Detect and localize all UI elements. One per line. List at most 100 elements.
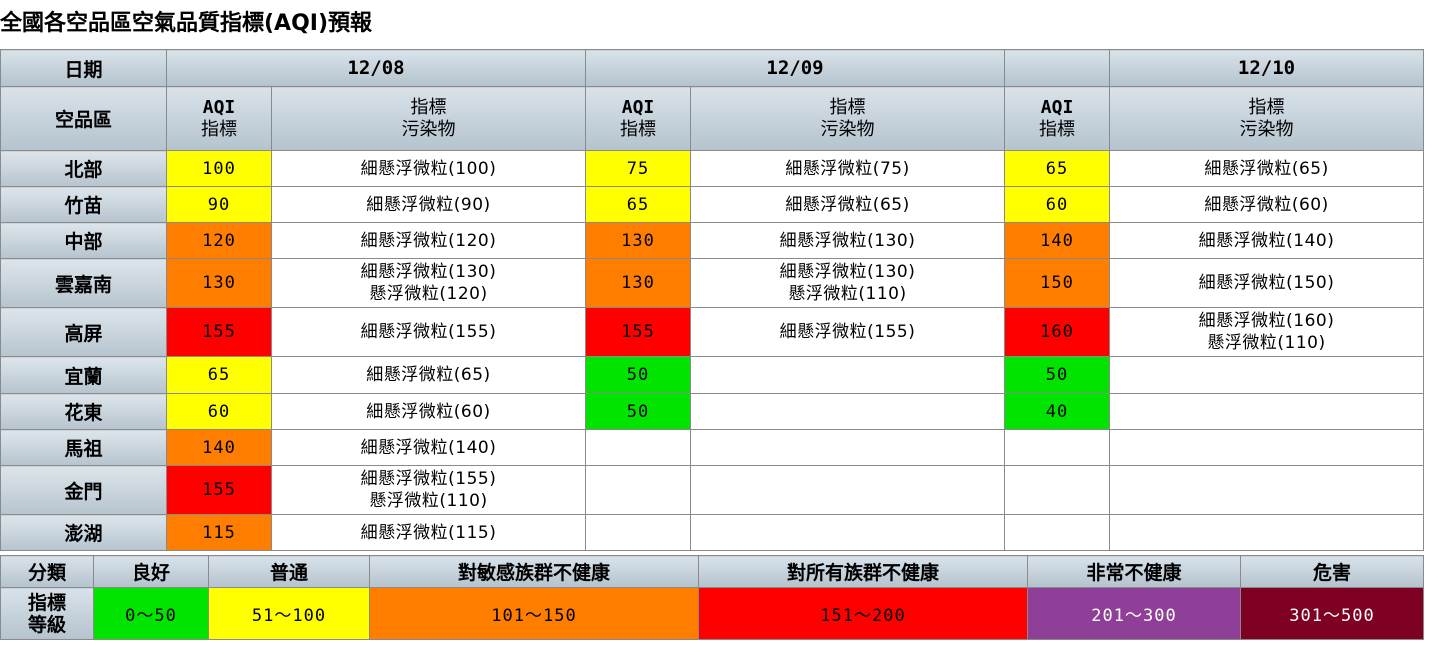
pollutant-cell (1109, 465, 1425, 515)
pollutant-line: 細懸浮微粒(155) (779, 322, 916, 342)
legend-level-line1: 指標 (27, 591, 66, 614)
pollutant-line: 懸浮微粒(120) (369, 284, 488, 304)
pollutant-header-line1: 指標 (1248, 96, 1285, 118)
aqi-value-cell (1004, 429, 1111, 466)
pollutant-cell: 細懸浮微粒(60) (270, 393, 587, 430)
pollutant-header-line2: 污染物 (820, 118, 875, 140)
region-row: 北部 100 細懸浮微粒(100) 75 細懸浮微粒(75) 65 細懸浮微粒(65) (0, 150, 1425, 187)
region-row: 雲嘉南 130 細懸浮微粒(130) 懸浮微粒(120) 130 細懸浮微粒(130) 懸浮… (0, 258, 1425, 308)
aqi-value-cell: 75 (585, 150, 692, 187)
aqi-value-cell (585, 465, 692, 515)
region-row: 高屏 155 細懸浮微粒(155) 155 細懸浮微粒(155) 160 細懸浮微粒(160… (0, 307, 1425, 357)
pollutant-header-line2: 污染物 (401, 118, 456, 140)
region-row: 宜蘭 65 細懸浮微粒(65) 50 50 (0, 356, 1425, 394)
region-row: 中部 120 細懸浮微粒(120) 130 細懸浮微粒(130) 140 細懸浮微粒(140… (0, 222, 1425, 259)
pollutant-cell: 細懸浮微粒(155) 懸浮微粒(110) (270, 465, 587, 515)
legend-name-unhealthy: 對所有族群不健康 (698, 555, 1028, 588)
aqi-value-cell: 50 (585, 356, 692, 394)
pollutant-line: 懸浮微粒(110) (369, 491, 488, 511)
aqi-value-cell: 60 (166, 393, 272, 430)
aqi-value-cell (585, 429, 692, 466)
pollutant-line: 細懸浮微粒(160) (1198, 311, 1335, 331)
aqi-value-cell (1004, 514, 1111, 551)
aqi-header-line1: AQI (1040, 96, 1074, 118)
aqi-value-cell: 150 (1004, 258, 1111, 308)
date-header-row: 日期 12/08 12/09 12/10 (0, 49, 1425, 87)
pollutant-column-header: 指標 污染物 (270, 86, 587, 151)
region-row: 竹苗 90 細懸浮微粒(90) 65 細懸浮微粒(65) 60 細懸浮微粒(60) (0, 186, 1425, 223)
pollutant-line: 細懸浮微粒(140) (1198, 230, 1335, 251)
pollutant-cell: 細懸浮微粒(140) (270, 429, 587, 466)
pollutant-line: 細懸浮微粒(65) (366, 365, 491, 385)
aqi-value-cell: 160 (1004, 307, 1111, 357)
pollutant-line: 細懸浮微粒(130) (779, 230, 916, 251)
aqi-value-cell: 130 (166, 258, 272, 308)
region-name: 金門 (0, 465, 167, 515)
pollutant-cell: 細懸浮微粒(100) (270, 150, 587, 187)
aqi-value-cell: 130 (585, 222, 692, 259)
legend-name-good: 良好 (93, 555, 209, 588)
region-name: 雲嘉南 (0, 258, 167, 308)
region-name: 高屏 (0, 307, 167, 357)
region-row: 澎湖 115 細懸浮微粒(115) (0, 514, 1425, 551)
pollutant-cell (690, 429, 1006, 466)
region-row: 金門 155 細懸浮微粒(155) 懸浮微粒(110) (0, 465, 1425, 515)
pollutant-cell: 細懸浮微粒(130) 懸浮微粒(120) (270, 258, 587, 308)
pollutant-cell: 細懸浮微粒(160) 懸浮微粒(110) (1109, 307, 1425, 357)
legend-name-moderate: 普通 (208, 555, 370, 588)
pollutant-line: 細懸浮微粒(75) (785, 158, 910, 179)
aqi-value-cell: 90 (166, 186, 272, 223)
legend-range-unhealthy: 151～200 (698, 587, 1028, 640)
pollutant-line: 細懸浮微粒(90) (366, 194, 491, 215)
page-title: 全國各空品區空氣品質指標(AQI)預報 (0, 11, 373, 36)
date-header-2: 12/09 (585, 49, 1006, 87)
aqi-value-cell: 140 (166, 429, 272, 466)
aqi-value-cell: 120 (166, 222, 272, 259)
legend-level-line2: 等級 (27, 613, 66, 636)
legend-range-usg: 101～150 (369, 587, 699, 640)
pollutant-line: 細懸浮微粒(60) (366, 401, 491, 422)
date-header-blank (1004, 49, 1111, 87)
aqi-value-cell: 155 (166, 465, 272, 515)
date-header-3: 12/10 (1109, 49, 1425, 87)
aqi-header-line1: AQI (202, 96, 236, 118)
pollutant-line: 細懸浮微粒(130) (360, 262, 497, 282)
legend-name-usg: 對敏感族群不健康 (369, 555, 699, 588)
pollutant-column-header: 指標 污染物 (1109, 86, 1425, 151)
pollutant-line: 細懸浮微粒(115) (360, 522, 497, 543)
pollutant-cell: 細懸浮微粒(90) (270, 186, 587, 223)
pollutant-line: 細懸浮微粒(140) (360, 437, 497, 458)
pollutant-line: 細懸浮微粒(120) (360, 230, 497, 251)
pollutant-cell (690, 514, 1006, 551)
legend-category-row: 分類 良好 普通 對敏感族群不健康 對所有族群不健康 非常不健康 危害 (0, 555, 1424, 588)
aqi-value-cell: 65 (1004, 150, 1111, 187)
pollutant-cell (690, 393, 1006, 430)
pollutant-cell (1109, 514, 1425, 551)
pollutant-cell: 細懸浮微粒(155) (690, 307, 1006, 357)
region-name: 花東 (0, 393, 167, 430)
aqi-value-cell (1004, 465, 1111, 515)
region-name: 竹苗 (0, 186, 167, 223)
aqi-header-line2: 指標 (1039, 118, 1076, 140)
pollutant-line: 懸浮微粒(110) (1207, 333, 1326, 353)
pollutant-cell: 細懸浮微粒(130) (690, 222, 1006, 259)
region-name: 馬祖 (0, 429, 167, 466)
pollutant-cell: 細懸浮微粒(130) 懸浮微粒(110) (690, 258, 1006, 308)
pollutant-line: 細懸浮微粒(60) (1204, 194, 1329, 215)
date-header-1: 12/08 (165, 49, 587, 87)
pollutant-cell (1109, 356, 1425, 394)
aqi-header-line1: AQI (621, 96, 655, 118)
aqi-value-cell: 50 (585, 393, 692, 430)
aqi-value-cell: 40 (1004, 393, 1111, 430)
pollutant-header-line1: 指標 (410, 96, 447, 118)
legend-level-label: 指標 等級 (0, 587, 94, 640)
region-name: 中部 (0, 222, 167, 259)
aqi-value-cell: 50 (1004, 356, 1111, 394)
pollutant-cell: 細懸浮微粒(60) (1109, 186, 1425, 223)
region-header-label: 空品區 (0, 86, 167, 151)
column-header-row: 空品區 AQI 指標 指標 污染物 AQI 指標 指標 污染物 AQI 指標 指標 污染物 (0, 86, 1425, 151)
region-row: 花東 60 細懸浮微粒(60) 50 40 (0, 393, 1425, 430)
pollutant-cell: 細懸浮微粒(120) (270, 222, 587, 259)
aqi-value-cell (585, 514, 692, 551)
pollutant-line: 細懸浮微粒(155) (360, 469, 497, 489)
